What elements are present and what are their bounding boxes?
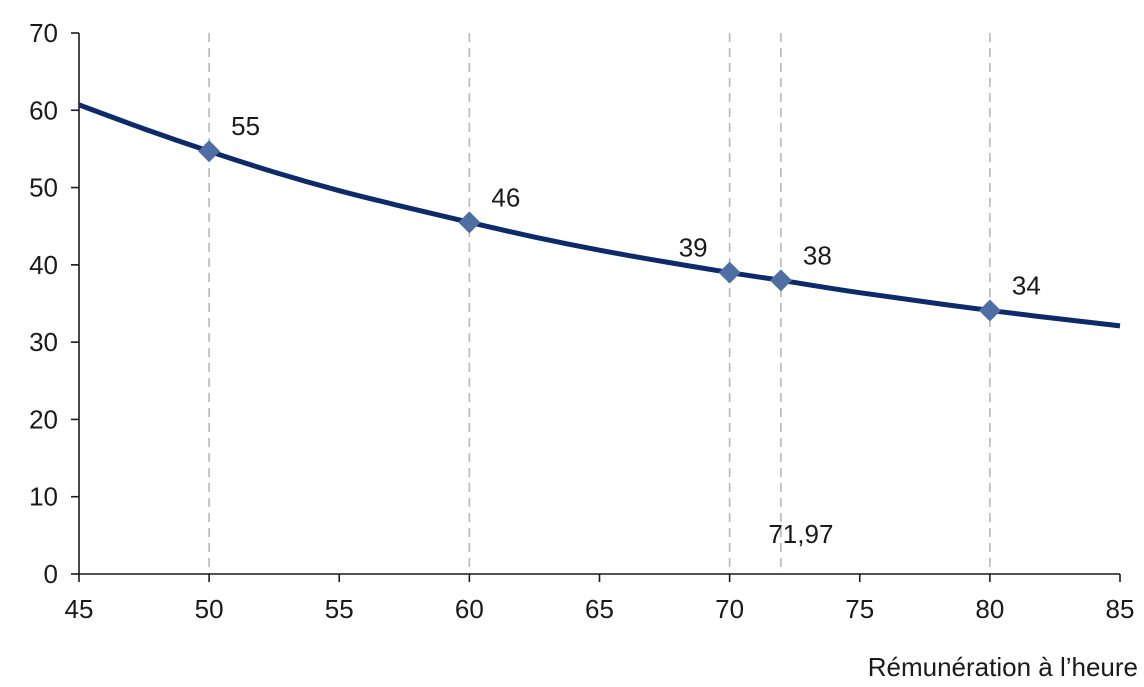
x-tick-label: 75 — [845, 594, 874, 624]
x-tick-label: 50 — [195, 594, 224, 624]
data-point-marker — [198, 140, 221, 163]
y-axis-ticks: 0 10 20 30 40 50 60 70 — [29, 18, 79, 589]
y-tick-label: 0 — [44, 559, 58, 589]
annotation-group: 71,97 — [768, 519, 833, 549]
data-point-marker — [718, 261, 741, 284]
y-tick-label: 50 — [29, 173, 58, 203]
vertical-reference-lines — [208, 33, 991, 574]
y-tick-label: 30 — [29, 327, 58, 357]
x-tick-label: 55 — [325, 594, 354, 624]
x-tick-label: 60 — [455, 594, 484, 624]
annotation-label: 71,97 — [768, 519, 833, 549]
marker-group — [198, 140, 1001, 322]
data-label: 34 — [1012, 270, 1041, 300]
data-point-marker — [458, 211, 481, 234]
data-label: 46 — [491, 182, 520, 212]
x-tick-label: 65 — [585, 594, 614, 624]
data-label: 39 — [679, 233, 708, 263]
y-tick-label: 70 — [29, 18, 58, 48]
data-label: 55 — [231, 111, 260, 141]
x-tick-label: 45 — [65, 594, 94, 624]
x-tick-label: 80 — [975, 594, 1004, 624]
x-tick-label: 70 — [715, 594, 744, 624]
y-tick-label: 40 — [29, 250, 58, 280]
data-label-group: 55 46 39 38 34 — [231, 111, 1041, 300]
series-group — [78, 102, 1121, 329]
x-tick-label: 85 — [1106, 594, 1135, 624]
x-axis-title: Rémunération à l’heure — [868, 652, 1138, 682]
data-label: 38 — [803, 240, 832, 270]
y-tick-label: 10 — [29, 482, 58, 512]
data-point-marker — [978, 299, 1001, 322]
data-point-marker — [769, 269, 792, 292]
x-axis-ticks: 45 50 55 60 65 70 75 80 85 — [65, 574, 1135, 624]
y-tick-label: 60 — [29, 95, 58, 125]
series-line — [78, 102, 1121, 329]
y-tick-label: 20 — [29, 404, 58, 434]
